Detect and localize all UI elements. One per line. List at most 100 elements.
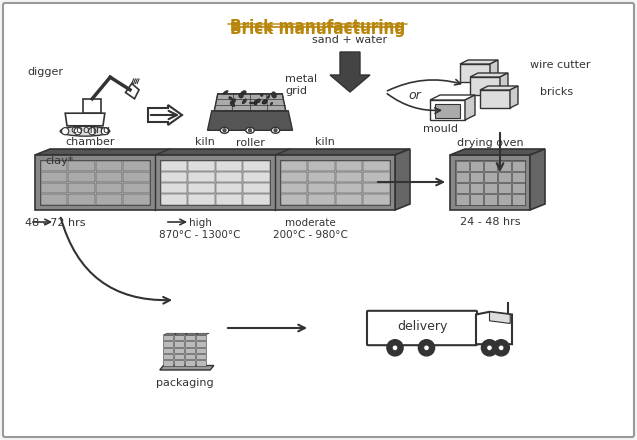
Polygon shape xyxy=(460,64,490,82)
Circle shape xyxy=(274,128,277,132)
Bar xyxy=(363,172,389,182)
Polygon shape xyxy=(395,149,410,210)
Ellipse shape xyxy=(246,127,254,133)
Text: mould: mould xyxy=(422,124,457,134)
Polygon shape xyxy=(480,86,518,90)
Bar xyxy=(469,161,482,171)
Bar xyxy=(336,172,362,182)
Polygon shape xyxy=(148,105,182,125)
Bar xyxy=(215,172,242,182)
Bar xyxy=(308,194,334,205)
Bar xyxy=(469,194,482,205)
Ellipse shape xyxy=(232,99,236,103)
Polygon shape xyxy=(470,73,508,77)
Ellipse shape xyxy=(229,96,233,100)
Polygon shape xyxy=(185,341,195,347)
Polygon shape xyxy=(164,335,173,340)
Bar xyxy=(161,161,187,171)
Ellipse shape xyxy=(270,102,273,105)
Polygon shape xyxy=(35,155,395,210)
FancyBboxPatch shape xyxy=(3,3,634,437)
Bar xyxy=(96,194,122,205)
Bar xyxy=(469,183,482,193)
Polygon shape xyxy=(465,95,475,120)
Bar xyxy=(161,172,187,182)
Bar xyxy=(215,183,242,193)
Polygon shape xyxy=(164,360,173,366)
Polygon shape xyxy=(489,312,510,323)
Bar xyxy=(96,183,122,193)
Bar xyxy=(41,194,67,205)
Polygon shape xyxy=(435,104,460,118)
Circle shape xyxy=(482,340,497,356)
Polygon shape xyxy=(330,52,370,92)
Bar xyxy=(161,183,187,193)
Bar xyxy=(41,183,67,193)
Bar xyxy=(483,183,496,193)
Polygon shape xyxy=(83,99,101,113)
Polygon shape xyxy=(196,335,206,340)
Bar xyxy=(497,194,510,205)
Ellipse shape xyxy=(264,99,268,103)
Bar xyxy=(96,161,122,171)
Bar xyxy=(96,172,122,182)
Polygon shape xyxy=(490,60,498,82)
Polygon shape xyxy=(470,77,500,95)
Circle shape xyxy=(74,128,82,135)
Bar xyxy=(336,194,362,205)
Polygon shape xyxy=(35,149,410,155)
Polygon shape xyxy=(196,333,209,335)
Circle shape xyxy=(499,345,504,351)
Polygon shape xyxy=(40,160,150,205)
Polygon shape xyxy=(430,100,465,120)
Bar xyxy=(455,183,468,193)
Ellipse shape xyxy=(223,91,228,94)
Text: kiln: kiln xyxy=(315,137,335,147)
Ellipse shape xyxy=(230,101,235,107)
Polygon shape xyxy=(450,155,530,210)
Text: 24 - 48 hrs: 24 - 48 hrs xyxy=(460,217,520,227)
Polygon shape xyxy=(174,348,184,353)
Bar xyxy=(41,161,67,171)
Bar xyxy=(215,161,242,171)
Polygon shape xyxy=(455,160,525,205)
Bar xyxy=(512,183,524,193)
Bar xyxy=(497,172,510,182)
Ellipse shape xyxy=(61,126,110,136)
Text: delivery: delivery xyxy=(397,320,447,333)
Bar xyxy=(280,194,307,205)
Bar xyxy=(123,194,150,205)
Text: digger: digger xyxy=(27,67,63,77)
Bar xyxy=(188,161,215,171)
Bar xyxy=(68,161,94,171)
Ellipse shape xyxy=(254,101,257,105)
Text: kiln: kiln xyxy=(195,137,215,147)
Polygon shape xyxy=(480,90,510,108)
Bar xyxy=(68,194,94,205)
Polygon shape xyxy=(164,348,173,353)
Bar xyxy=(188,194,215,205)
Polygon shape xyxy=(196,341,206,347)
Polygon shape xyxy=(430,95,475,100)
Ellipse shape xyxy=(267,95,270,99)
Bar xyxy=(243,172,269,182)
Polygon shape xyxy=(208,111,292,130)
Polygon shape xyxy=(185,360,195,366)
Bar xyxy=(243,183,269,193)
Bar xyxy=(512,194,524,205)
Bar xyxy=(280,183,307,193)
Bar xyxy=(497,161,510,171)
Polygon shape xyxy=(164,354,173,359)
Polygon shape xyxy=(185,354,195,359)
Ellipse shape xyxy=(242,99,247,104)
Ellipse shape xyxy=(262,101,266,104)
Text: cooling
chamber: cooling chamber xyxy=(65,125,115,147)
Ellipse shape xyxy=(271,92,276,98)
Ellipse shape xyxy=(241,91,247,95)
Text: bricks: bricks xyxy=(540,87,573,97)
Bar xyxy=(123,183,150,193)
Bar xyxy=(336,161,362,171)
Bar xyxy=(308,161,334,171)
Bar xyxy=(280,172,307,182)
Circle shape xyxy=(419,340,434,356)
